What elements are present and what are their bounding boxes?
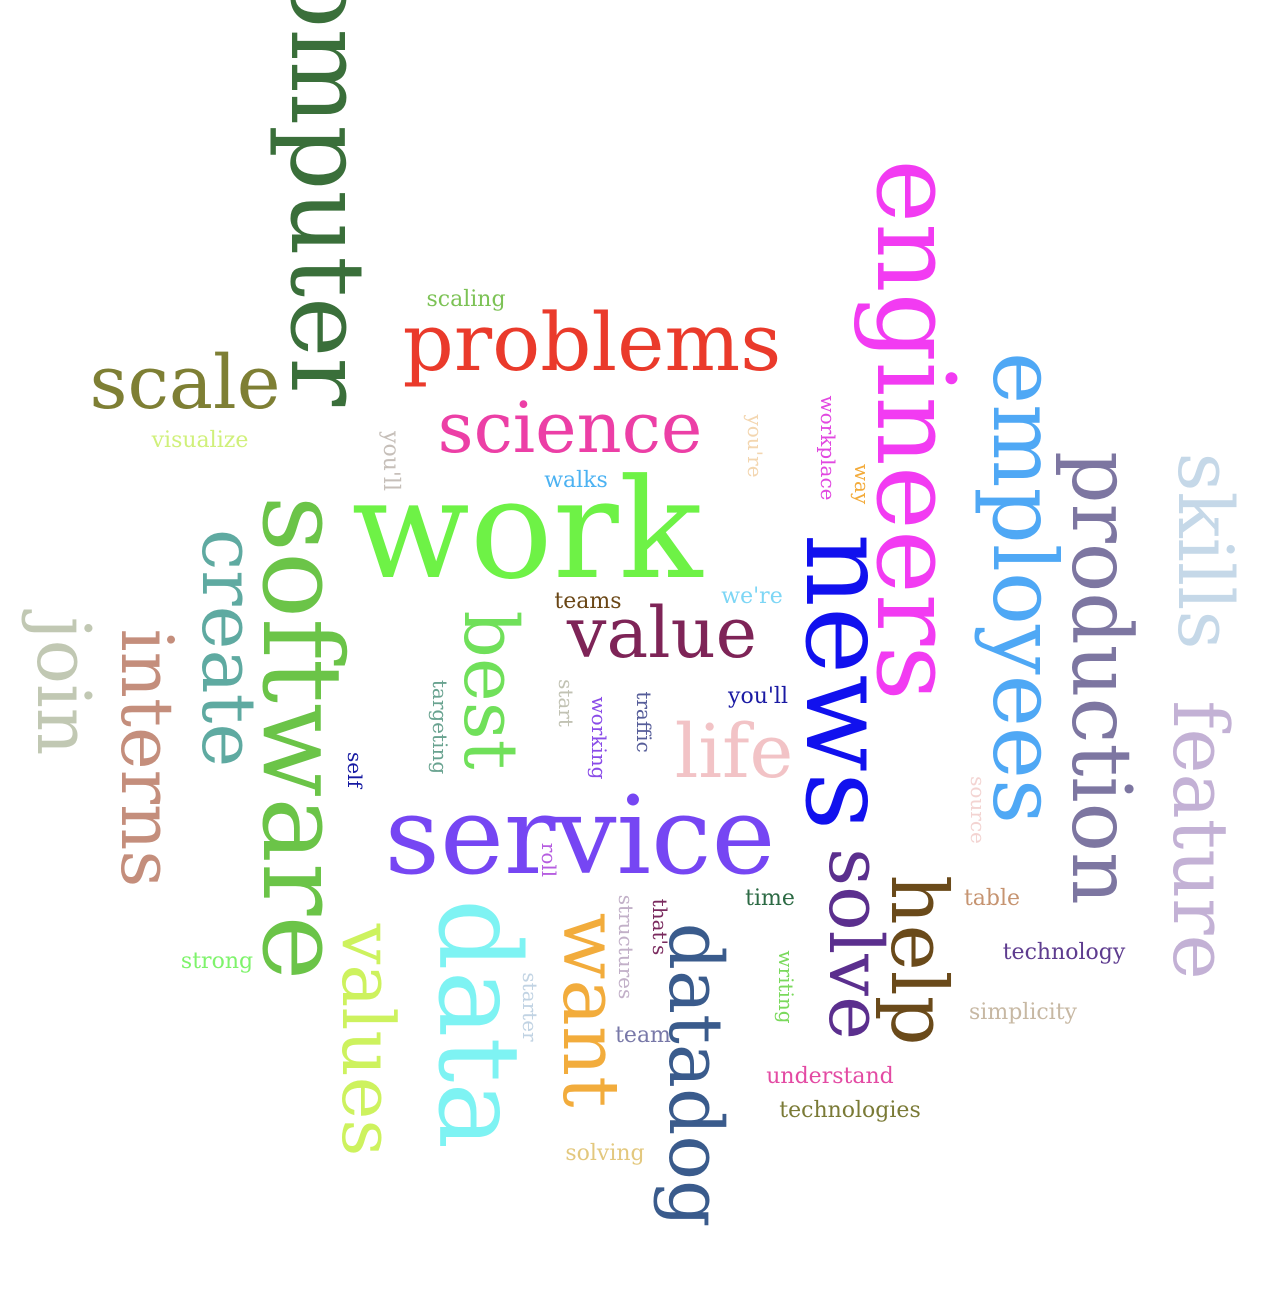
word-starter: starter [518, 972, 542, 1042]
word-youre: you're [743, 414, 767, 478]
word-way: way [850, 463, 874, 505]
word-were: we're [721, 584, 783, 609]
word-thats: that's [648, 898, 672, 956]
word-join: join [20, 616, 106, 756]
word-understand: understand [766, 1064, 894, 1089]
word-help: help [873, 874, 963, 1046]
word-traffic: traffic [632, 691, 656, 753]
word-writing: writing [774, 950, 798, 1024]
word-scale: scale [89, 340, 281, 426]
word-best: best [447, 610, 533, 770]
word-self: self [343, 752, 367, 788]
word-walks: walks [544, 468, 608, 493]
word-problems: problems [402, 296, 782, 389]
word-interns: interns [105, 628, 189, 888]
word-table: table [963, 886, 1021, 911]
word-solving: solving [565, 1141, 645, 1166]
word-technologies: technologies [779, 1098, 921, 1123]
word-work: work [351, 449, 703, 610]
word-structures: structures [614, 894, 638, 1000]
word-working: working [587, 696, 611, 780]
word-start: start [554, 679, 578, 727]
word-news: news [780, 533, 913, 831]
word-feature: feature [1156, 700, 1245, 980]
word-source: source [966, 776, 990, 844]
word-strong: strong [180, 949, 254, 974]
word-teams: teams [554, 589, 622, 614]
word-time: time [745, 886, 795, 911]
word-values: values [326, 923, 410, 1157]
word-youll-2: you'll [728, 684, 788, 709]
word-datadog: datadog [652, 922, 738, 1228]
word-scaling: scaling [426, 287, 506, 312]
word-targeting: targeting [428, 679, 452, 775]
word-science: science [437, 387, 703, 469]
word-create: create [185, 528, 271, 768]
word-life: life [674, 709, 794, 795]
word-roll: roll [537, 842, 561, 878]
word-computer: computer [267, 0, 386, 407]
word-skills: skills [1161, 452, 1250, 650]
word-value: value [566, 592, 758, 674]
word-workplace: workplace [816, 395, 840, 501]
word-technology: technology [1002, 940, 1126, 965]
word-visualize: visualize [151, 428, 249, 453]
word-simplicity: simplicity [969, 1000, 1077, 1025]
word-team: team [615, 1023, 671, 1048]
word-service: service [384, 774, 776, 899]
word-production: production [1053, 451, 1148, 905]
